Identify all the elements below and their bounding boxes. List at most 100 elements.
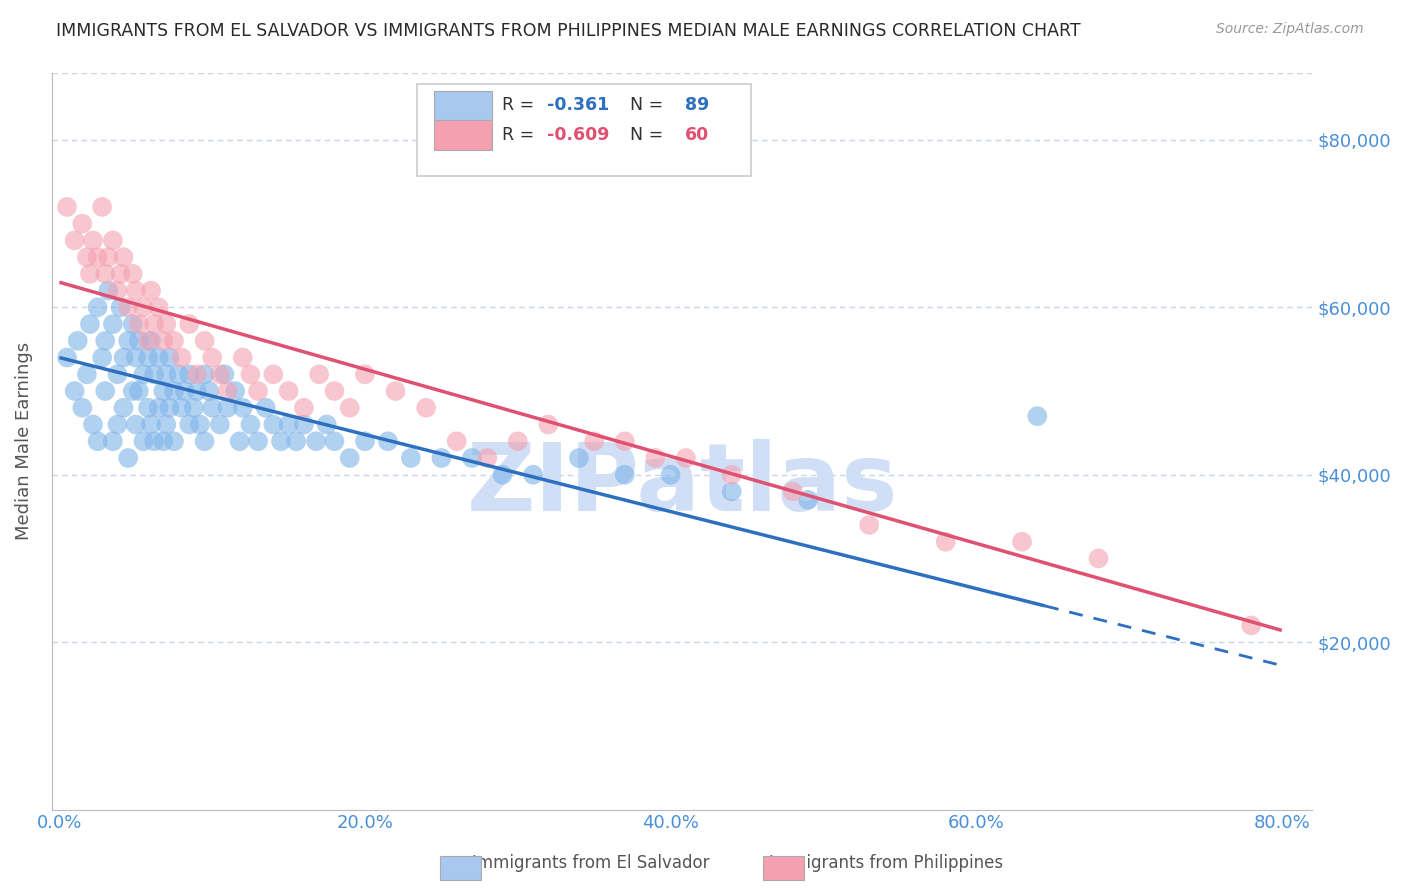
Point <box>107 284 129 298</box>
Point <box>782 484 804 499</box>
Point <box>858 518 880 533</box>
Point <box>675 450 697 465</box>
Text: 89: 89 <box>685 96 709 114</box>
Point <box>143 317 166 331</box>
Point <box>477 450 499 465</box>
Point <box>183 401 205 415</box>
Point <box>94 267 117 281</box>
Point <box>63 233 86 247</box>
Point <box>94 384 117 398</box>
Point <box>128 317 150 331</box>
Point <box>132 368 155 382</box>
Point <box>188 417 211 432</box>
Text: N =: N = <box>619 96 669 114</box>
Point <box>117 450 139 465</box>
Text: R =: R = <box>502 96 540 114</box>
Point <box>163 334 186 348</box>
Point <box>720 484 742 499</box>
Point <box>107 368 129 382</box>
Point <box>97 284 120 298</box>
Point <box>323 384 346 398</box>
Point <box>179 368 201 382</box>
Point <box>125 417 148 432</box>
Text: Immigrants from Philippines: Immigrants from Philippines <box>769 855 1002 872</box>
Point <box>186 384 208 398</box>
Point <box>136 401 159 415</box>
Text: Source: ZipAtlas.com: Source: ZipAtlas.com <box>1216 22 1364 37</box>
Point <box>179 317 201 331</box>
Point <box>239 368 262 382</box>
Point <box>79 267 101 281</box>
Point <box>201 401 224 415</box>
Point <box>101 233 124 247</box>
Point <box>128 334 150 348</box>
Point <box>132 434 155 449</box>
Point <box>193 368 215 382</box>
Text: Immigrants from El Salvador: Immigrants from El Salvador <box>472 855 709 872</box>
Point <box>659 467 682 482</box>
Point <box>110 267 132 281</box>
Text: R =: R = <box>502 126 540 144</box>
FancyBboxPatch shape <box>433 120 492 150</box>
Point <box>139 334 162 348</box>
Point <box>1240 618 1263 632</box>
Point <box>613 434 636 449</box>
Point <box>86 301 108 315</box>
Point <box>152 384 174 398</box>
Point <box>132 301 155 315</box>
Point <box>506 434 529 449</box>
Point <box>232 401 254 415</box>
Point <box>720 467 742 482</box>
Point <box>339 401 361 415</box>
Point <box>121 267 143 281</box>
Point <box>354 368 377 382</box>
Point <box>66 334 89 348</box>
Point <box>82 233 104 247</box>
Point <box>136 334 159 348</box>
Point <box>583 434 606 449</box>
Point <box>157 351 180 365</box>
Point <box>110 301 132 315</box>
Point <box>292 417 315 432</box>
Point <box>86 250 108 264</box>
Point <box>568 450 591 465</box>
Text: 60: 60 <box>685 126 709 144</box>
FancyBboxPatch shape <box>418 84 751 176</box>
Point <box>613 467 636 482</box>
Point <box>277 384 299 398</box>
Point <box>163 434 186 449</box>
Point <box>170 401 193 415</box>
Point <box>56 351 79 365</box>
Point <box>148 351 170 365</box>
Point <box>797 492 820 507</box>
Text: -0.609: -0.609 <box>547 126 610 144</box>
Point <box>117 334 139 348</box>
Point <box>198 384 221 398</box>
Point <box>125 284 148 298</box>
Point <box>377 434 399 449</box>
Point <box>247 434 270 449</box>
Point <box>63 384 86 398</box>
Point <box>339 450 361 465</box>
Point <box>254 401 277 415</box>
Point <box>91 351 114 365</box>
Point <box>125 351 148 365</box>
Point <box>217 401 239 415</box>
Point <box>1011 534 1033 549</box>
Point <box>270 434 292 449</box>
Point <box>128 384 150 398</box>
Point <box>170 351 193 365</box>
Point <box>354 434 377 449</box>
Point <box>76 368 98 382</box>
Point <box>201 351 224 365</box>
Point <box>82 417 104 432</box>
Point <box>214 368 236 382</box>
Point <box>155 417 177 432</box>
Point <box>72 401 94 415</box>
Point <box>101 434 124 449</box>
Point <box>143 368 166 382</box>
Point <box>112 351 135 365</box>
Point <box>56 200 79 214</box>
Text: N =: N = <box>619 126 669 144</box>
Point <box>491 467 513 482</box>
